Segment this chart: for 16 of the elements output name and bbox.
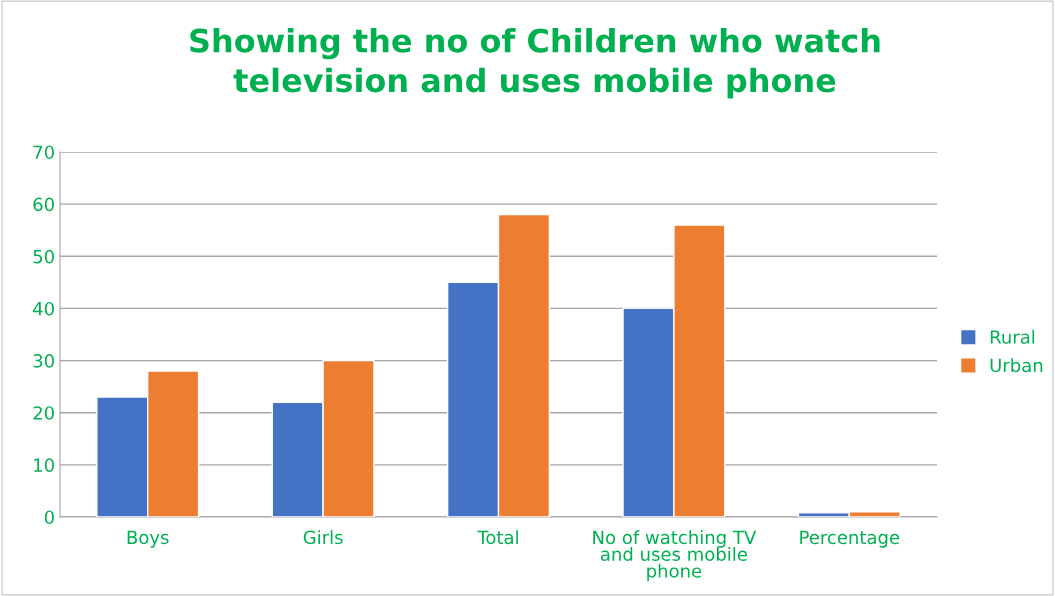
x-tick-label: Total — [477, 530, 518, 545]
y-tick-label: 10 — [34, 458, 54, 472]
legend-label: Urban — [990, 358, 1043, 373]
y-tick-label: 30 — [33, 354, 54, 368]
legend-label: Rural — [990, 329, 1035, 344]
x-tick-label: Percentage — [800, 530, 900, 548]
y-tick-label: 20 — [33, 406, 54, 420]
chart-title: Showing the no of Children who watch television and uses mobile phone — [190, 28, 880, 99]
y-tick-label: 50 — [33, 249, 54, 264]
y-tick-label: 70 — [33, 145, 54, 160]
y-tick-label: 40 — [33, 301, 54, 316]
y-tick-label: 60 — [33, 197, 54, 212]
x-tick-label: Girls — [303, 530, 343, 545]
x-tick-label: Boys — [127, 530, 169, 548]
x-tick-label: No of watching TV and uses mobile phone — [593, 530, 757, 582]
y-tick-label: 0 — [44, 510, 54, 525]
